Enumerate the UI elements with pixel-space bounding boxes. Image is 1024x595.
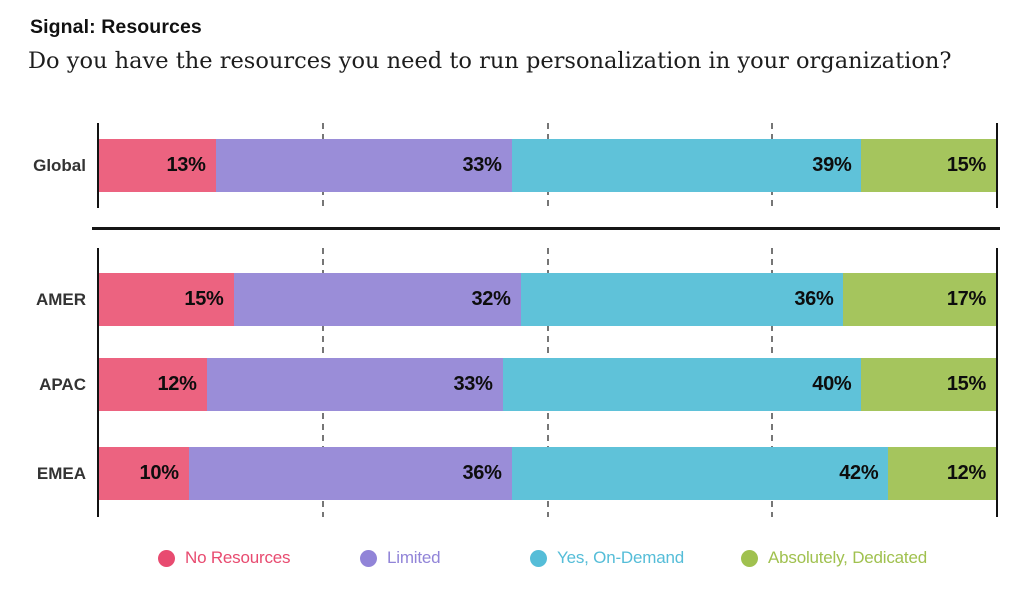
legend-dot-icon	[158, 549, 175, 567]
regions-chart-frame: AMER 15% 32% 36% 17% APAC 12% 33% 40% 15% EMEA 10% 3…	[36, 248, 998, 517]
stacked-bar: 12% 33% 40% 15%	[99, 358, 996, 411]
bar-segment-yes-on-demand: 39%	[511, 139, 862, 192]
bar-segment-limited: 33%	[206, 358, 503, 411]
bar-row-amer: AMER 15% 32% 36% 17%	[36, 273, 996, 326]
segment-value-label: 40%	[812, 373, 852, 395]
segment-value-label: 15%	[946, 373, 986, 395]
segment-value-label: 33%	[453, 373, 493, 395]
legend-item-absolutely-dedicated: Absolutely, Dedicated	[741, 545, 927, 571]
legend-item-yes-on-demand: Yes, On-Demand	[530, 545, 684, 571]
legend-item-no-resources: No Resources	[158, 545, 291, 571]
bar-segment-absolutely-dedicated: 15%	[861, 139, 996, 192]
legend-dot-icon	[741, 549, 758, 567]
segment-value-label: 15%	[946, 154, 986, 176]
bar-segment-yes-on-demand: 42%	[511, 447, 889, 500]
stacked-bar: 15% 32% 36% 17%	[99, 273, 996, 326]
chart-legend: No Resources Limited Yes, On-Demand Absolut…	[0, 545, 1024, 571]
row-label-amer: AMER	[35, 290, 86, 309]
bar-segment-absolutely-dedicated: 15%	[861, 358, 996, 411]
segment-value-label: 42%	[839, 462, 879, 484]
legend-label: Limited	[387, 548, 441, 567]
bar-row-apac: APAC 12% 33% 40% 15%	[39, 358, 996, 411]
bar-segment-absolutely-dedicated: 17%	[843, 273, 996, 326]
legend-label: No Resources	[185, 548, 291, 567]
segment-value-label: 33%	[462, 154, 502, 176]
bar-segment-limited: 32%	[233, 273, 521, 326]
global-chart-frame: Global 13% 33% 39% 15%	[33, 123, 998, 208]
segment-value-label: 13%	[166, 154, 206, 176]
bar-row-global: Global 13% 33% 39% 15%	[33, 139, 996, 192]
segment-value-label: 17%	[946, 288, 986, 310]
segment-value-label: 36%	[794, 288, 834, 310]
segment-value-label: 12%	[946, 462, 986, 484]
bar-segment-no-resources: 10%	[99, 447, 189, 500]
segment-value-label: 15%	[184, 288, 224, 310]
bar-segment-no-resources: 12%	[99, 358, 207, 411]
segment-value-label: 32%	[471, 288, 511, 310]
bar-segment-limited: 33%	[215, 139, 512, 192]
bar-segment-limited: 36%	[188, 447, 512, 500]
legend-label: Absolutely, Dedicated	[768, 548, 927, 567]
legend-item-limited: Limited	[360, 545, 441, 571]
page-title: Signal: Resources	[30, 16, 202, 38]
chart-separator	[92, 227, 1000, 230]
stacked-bar: 10% 36% 42% 12%	[99, 447, 996, 500]
legend-dot-icon	[530, 549, 547, 567]
segment-value-label: 12%	[157, 373, 197, 395]
bar-segment-no-resources: 13%	[99, 139, 216, 192]
stacked-bar: 13% 33% 39% 15%	[99, 139, 996, 192]
row-label-global: Global	[33, 156, 86, 175]
bar-segment-yes-on-demand: 40%	[502, 358, 862, 411]
bar-segment-no-resources: 15%	[99, 273, 234, 326]
segment-value-label: 36%	[462, 462, 502, 484]
row-label-apac: APAC	[39, 375, 86, 394]
segment-value-label: 39%	[812, 154, 852, 176]
bar-row-emea: EMEA 10% 36% 42% 12%	[37, 447, 996, 500]
row-label-emea: EMEA	[36, 464, 86, 483]
survey-question: Do you have the resources you need to ru…	[28, 48, 952, 74]
segment-value-label: 10%	[139, 462, 179, 484]
legend-label: Yes, On-Demand	[557, 548, 684, 567]
legend-dot-icon	[360, 549, 377, 567]
bar-segment-yes-on-demand: 36%	[520, 273, 844, 326]
bar-segment-absolutely-dedicated: 12%	[888, 447, 996, 500]
